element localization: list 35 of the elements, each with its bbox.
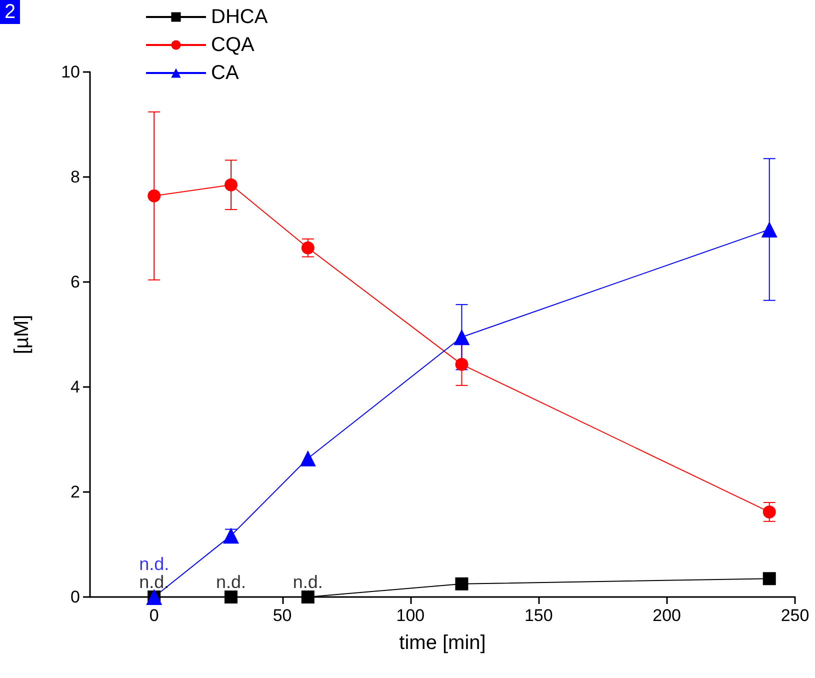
point: [223, 528, 239, 544]
y-axis-title: [µM]: [11, 314, 33, 354]
x-tick-label: 0: [149, 606, 159, 625]
point: [762, 572, 776, 586]
point: [224, 178, 238, 192]
point: [762, 505, 776, 518]
x-tick-label: 100: [396, 606, 425, 625]
x-tick-label: 50: [272, 606, 292, 625]
y-tick-label: 2: [70, 482, 80, 502]
x-tick-label: 150: [524, 606, 553, 625]
legend-label: CQA: [211, 34, 255, 56]
annotation: n.d.: [292, 572, 323, 592]
legend-label: CA: [211, 62, 240, 84]
point: [761, 222, 778, 238]
point: [148, 189, 161, 202]
point: [455, 577, 468, 590]
x-axis-title: time [min]: [399, 632, 486, 654]
legend-label: DHCA: [211, 6, 268, 28]
annotation: n.d.: [139, 572, 170, 592]
annotation: n.d.: [139, 554, 170, 574]
x-tick-label: 250: [780, 606, 810, 625]
point: [301, 241, 314, 254]
y-tick-label: 0: [70, 588, 80, 606]
text: 2: [4, 1, 16, 23]
y-tick-label: 10: [61, 62, 80, 82]
point: [301, 590, 314, 604]
y-tick-label: 8: [70, 168, 80, 186]
point: [224, 590, 238, 604]
point: [300, 450, 316, 466]
y-tick-label: 4: [70, 378, 80, 396]
point: [454, 329, 470, 346]
y-tick-label: 6: [70, 272, 80, 292]
x-tick-label: 200: [652, 606, 682, 625]
point: [455, 358, 468, 371]
annotation: n.d.: [216, 572, 246, 592]
